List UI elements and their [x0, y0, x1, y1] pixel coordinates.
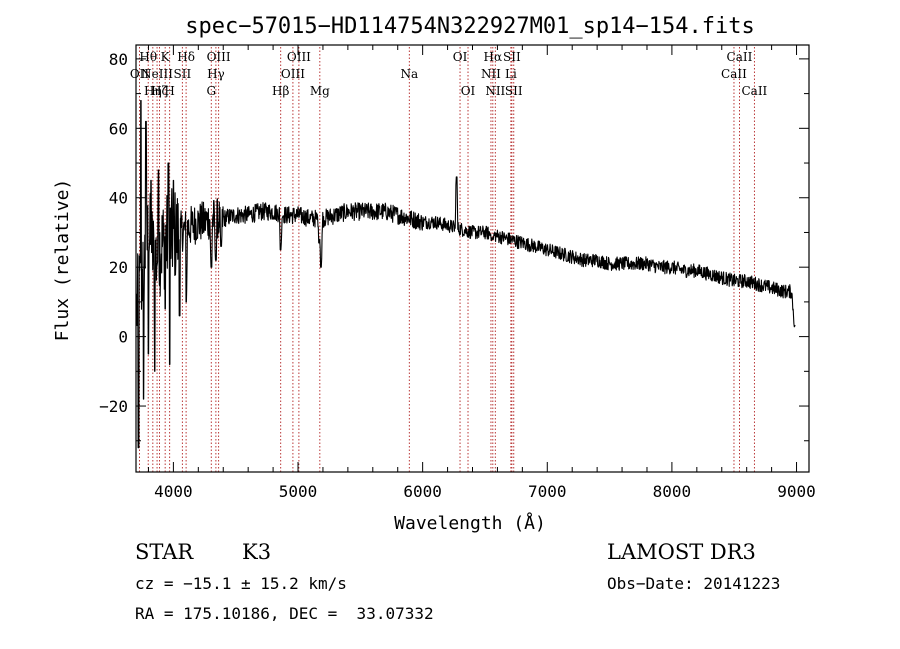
plot-frame	[135, 44, 810, 473]
y-tick-label: 20	[109, 258, 128, 277]
line-label: Mg	[310, 84, 330, 98]
x-tick-label: 6000	[403, 482, 442, 501]
spectrum-line	[136, 99, 796, 449]
redshift-readout: cz = −15.1 ± 15.2 km/s	[135, 574, 347, 593]
line-label: OI	[461, 84, 476, 98]
line-label: CaII	[741, 84, 767, 98]
line-label: OI	[453, 50, 468, 64]
y-axis-ticks: −20 0 20 40 60 80	[99, 50, 809, 442]
line-label: CaII	[721, 67, 747, 81]
y-tick-label: 40	[109, 189, 128, 208]
survey-name: LAMOST DR3	[607, 540, 756, 564]
line-label: SII	[503, 50, 521, 64]
line-label: SII	[174, 67, 192, 81]
line-label: Hθ	[139, 50, 157, 64]
chart-title: spec−57015−HD114754N322927M01_sp14−154.f…	[185, 14, 755, 39]
object-class: STAR	[135, 540, 194, 564]
line-label: Hζ	[151, 84, 168, 98]
line-label: NeIII	[141, 67, 173, 81]
y-tick-label: 0	[118, 328, 128, 347]
x-axis-label: Wavelength (Å)	[394, 512, 546, 534]
line-label: Li	[505, 67, 517, 81]
x-tick-label: 5000	[279, 482, 318, 501]
y-tick-label: 60	[109, 119, 128, 138]
x-tick-label: 9000	[777, 482, 816, 501]
x-axis-ticks: 4000 5000 6000 7000 8000 9000	[147, 45, 816, 501]
line-label: OII	[130, 67, 150, 81]
line-label: Hγ	[207, 67, 225, 81]
object-subclass: K3	[242, 540, 272, 564]
observation-date: Obs−Date: 20141223	[607, 574, 781, 593]
y-axis-label: Flux (relative)	[52, 179, 73, 342]
y-tick-label: 80	[109, 50, 128, 69]
line-label: CaII	[727, 50, 753, 64]
line-label: H	[164, 84, 174, 98]
line-label: G	[206, 84, 216, 98]
line-label: OIII	[207, 50, 231, 64]
line-label: Na	[400, 67, 418, 81]
emission-line-labels: OIIHθHηNeIIIHζKHSIIHδGHγOIIIHβOIIIOIIIMg…	[130, 50, 768, 98]
x-tick-label: 4000	[154, 482, 193, 501]
line-label: K	[161, 50, 171, 64]
line-label: NII	[481, 67, 501, 81]
x-tick-label: 8000	[653, 482, 692, 501]
line-label: SII	[505, 84, 523, 98]
emission-line-markers	[139, 47, 755, 472]
line-label: Hη	[144, 84, 162, 98]
line-label: Hα	[484, 50, 503, 64]
line-label: Hδ	[177, 50, 195, 64]
line-label: Hβ	[272, 84, 289, 98]
line-label: OIII	[281, 67, 305, 81]
x-tick-label: 7000	[528, 482, 567, 501]
coordinates-readout: RA = 175.10186, DEC = 33.07332	[135, 604, 434, 623]
line-label: OIII	[287, 50, 311, 64]
line-label: NII	[485, 84, 505, 98]
y-tick-label: −20	[99, 397, 128, 416]
